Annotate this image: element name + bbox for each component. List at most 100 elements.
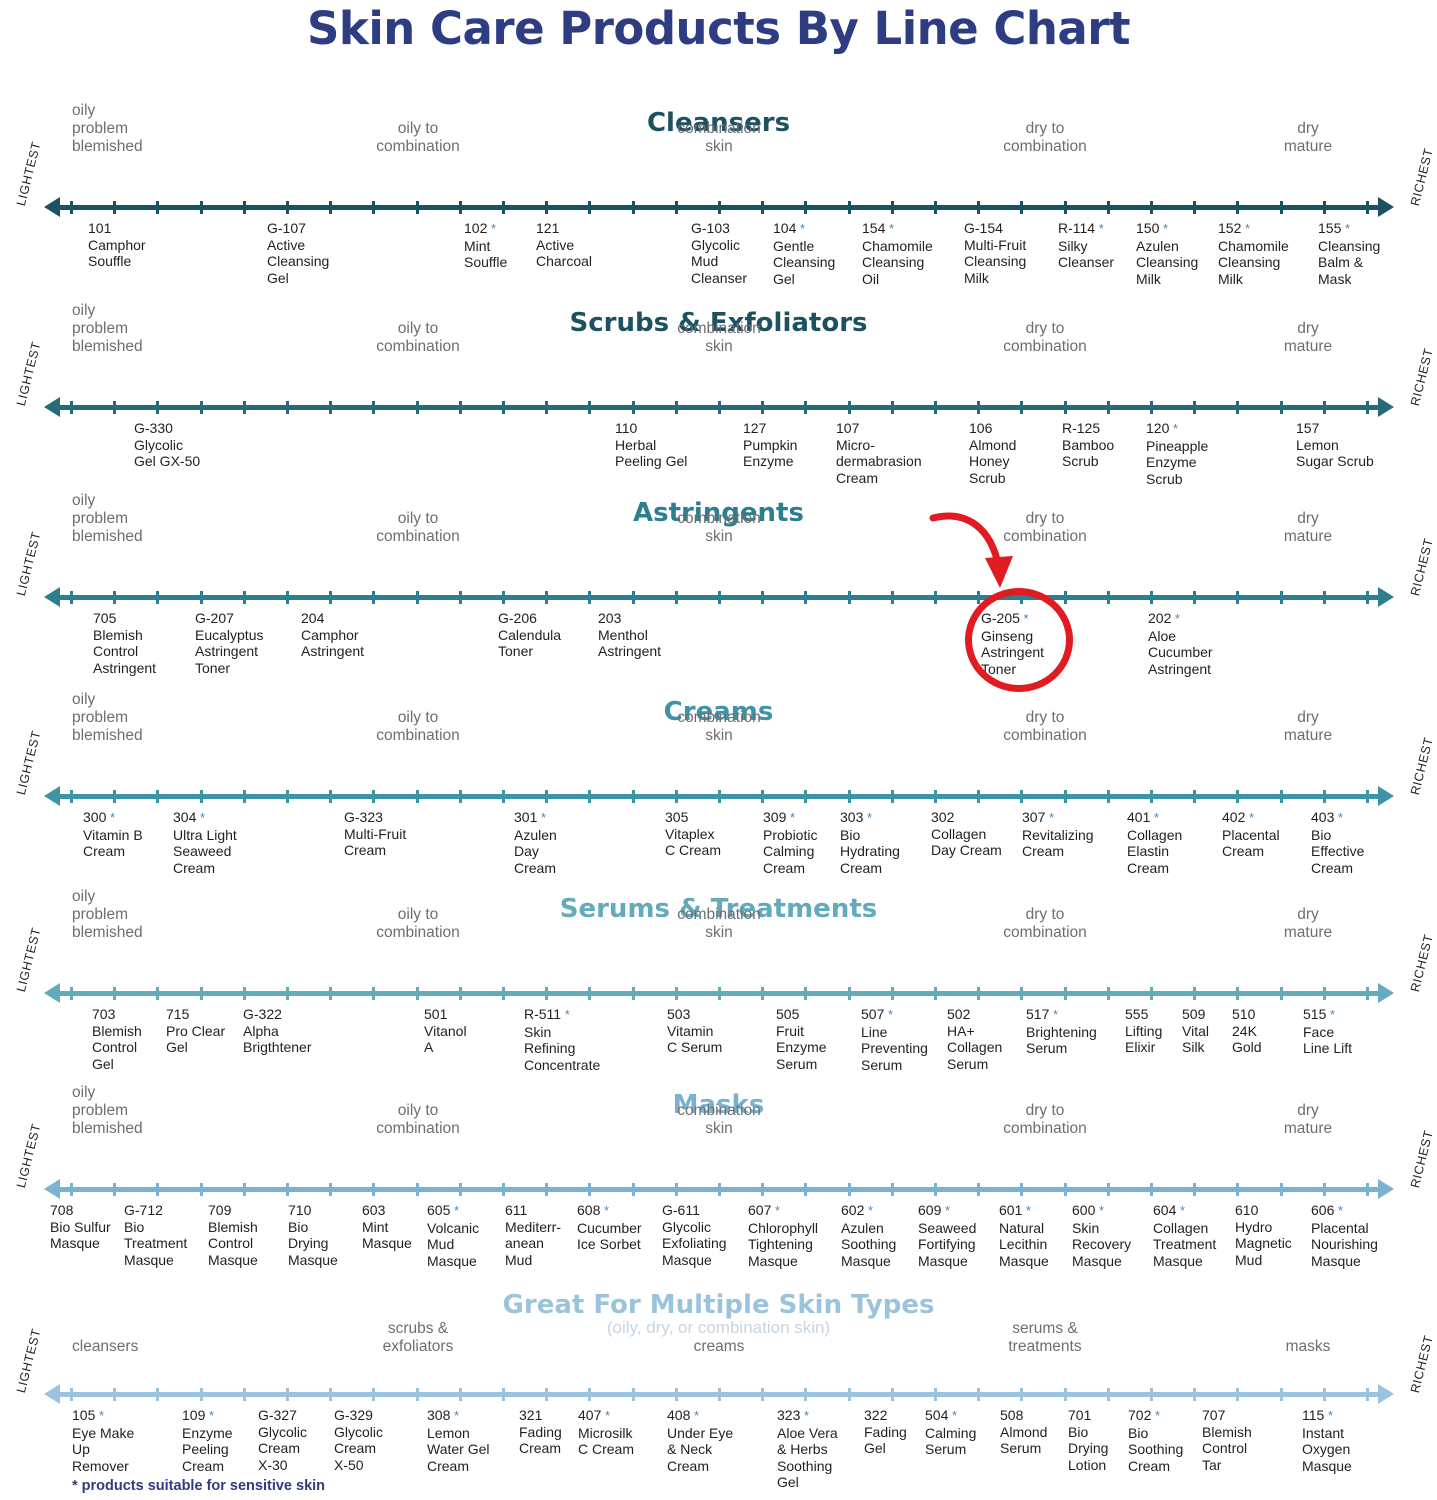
product-entry[interactable]: 301 * Azulen Day Cream	[514, 809, 557, 876]
product-entry[interactable]: 507 * Line Preventing Serum	[861, 1006, 928, 1073]
product-entry[interactable]: 115 * Instant Oxygen Masque	[1302, 1407, 1352, 1474]
product-entry[interactable]: 509 Vital Silk	[1182, 1006, 1209, 1056]
product-entry[interactable]: G-207 Eucalyptus Astringent Toner	[195, 610, 263, 676]
product-entry[interactable]: 307 * Revitalizing Cream	[1022, 809, 1094, 860]
product-name: Fading Gel	[864, 1423, 907, 1457]
product-entry[interactable]: 304 * Ultra Light Seaweed Cream	[173, 809, 237, 876]
product-entry[interactable]: 154 * Chamomile Cleansing Oil	[862, 220, 933, 287]
axis-arrow-right	[1378, 397, 1394, 417]
product-entry[interactable]: G-327 Glycolic Cream X-30	[258, 1407, 307, 1473]
product-entry[interactable]: 203 Menthol Astringent	[598, 610, 661, 660]
product-entry[interactable]: R-125 Bamboo Scrub	[1062, 420, 1114, 470]
axis-tick	[286, 1183, 289, 1196]
product-entry[interactable]: 508 Almond Serum	[1000, 1407, 1047, 1457]
axis-tick	[1366, 1183, 1369, 1196]
product-entry[interactable]: 105 * Eye Make Up Remover	[72, 1407, 134, 1474]
axis-tick	[1366, 591, 1369, 604]
product-entry[interactable]: 403 * Bio Effective Cream	[1311, 809, 1364, 876]
product-entry[interactable]: 600 * Skin Recovery Masque	[1072, 1202, 1131, 1269]
product-entry[interactable]: 150 * Azulen Cleansing Milk	[1136, 220, 1198, 287]
product-entry[interactable]: 601 * Natural Lecithin Masque	[999, 1202, 1049, 1269]
product-entry[interactable]: 157 Lemon Sugar Scrub	[1296, 420, 1374, 470]
product-entry[interactable]: 121 Active Charcoal	[536, 220, 592, 270]
product-entry[interactable]: 703 Blemish Control Gel	[92, 1006, 142, 1072]
product-entry[interactable]: G-206 Calendula Toner	[498, 610, 561, 660]
product-entry[interactable]: 308 * Lemon Water Gel Cream	[427, 1407, 490, 1474]
product-entry[interactable]: 407 * Microsilk C Cream	[578, 1407, 634, 1458]
product-entry[interactable]: G-154 Multi-Fruit Cleansing Milk	[964, 220, 1026, 286]
sensitive-skin-star-icon: *	[1334, 810, 1344, 825]
product-entry[interactable]: G-322 Alpha Brigthtener	[243, 1006, 311, 1056]
product-entry[interactable]: 110 Herbal Peeling Gel	[615, 420, 687, 470]
product-entry[interactable]: 510 24K Gold	[1232, 1006, 1262, 1056]
product-entry[interactable]: 302 Collagen Day Cream	[931, 809, 1002, 859]
product-entry[interactable]: 204 Camphor Astringent	[301, 610, 364, 660]
product-entry[interactable]: 101 Camphor Souffle	[88, 220, 146, 270]
product-entry[interactable]: G-107 Active Cleansing Gel	[267, 220, 329, 286]
product-entry[interactable]: 504 * Calming Serum	[925, 1407, 976, 1458]
product-entry[interactable]: 321 Fading Cream	[519, 1407, 562, 1457]
product-entry[interactable]: 401 * Collagen Elastin Cream	[1127, 809, 1182, 876]
product-entry[interactable]: 502 HA+ Collagen Serum	[947, 1006, 1002, 1072]
product-entry[interactable]: G-330 Glycolic Gel GX-50	[134, 420, 200, 470]
product-entry[interactable]: 155 * Cleansing Balm & Mask	[1318, 220, 1380, 287]
product-entry[interactable]: 604 * Collagen Treatment Masque	[1153, 1202, 1216, 1269]
product-entry[interactable]: 309 * Probiotic Calming Cream	[763, 809, 817, 876]
product-entry[interactable]: 102 * Mint Souffle	[464, 220, 507, 271]
product-entry[interactable]: 127 Pumpkin Enzyme	[743, 420, 797, 470]
product-entry[interactable]: 606 * Placental Nourishing Masque	[1311, 1202, 1378, 1269]
product-entry[interactable]: 710 Bio Drying Masque	[288, 1202, 338, 1268]
product-entry[interactable]: G-103 Glycolic Mud Cleanser	[691, 220, 747, 286]
product-entry[interactable]: G-323 Multi-Fruit Cream	[344, 809, 406, 859]
product-entry[interactable]: 715 Pro Clear Gel	[166, 1006, 225, 1056]
product-entry[interactable]: 109 * Enzyme Peeling Cream	[182, 1407, 233, 1474]
product-entry[interactable]: 503 Vitamin C Serum	[667, 1006, 722, 1056]
product-entry[interactable]: 603 Mint Masque	[362, 1202, 412, 1252]
product-entry[interactable]: 505 Fruit Enzyme Serum	[776, 1006, 827, 1072]
product-entry[interactable]: 322 Fading Gel	[864, 1407, 907, 1457]
product-entry[interactable]: 707 Blemish Control Tar	[1202, 1407, 1252, 1473]
product-entry[interactable]: 605 * Volcanic Mud Masque	[427, 1202, 479, 1269]
product-entry[interactable]: R-114 * Silky Cleanser	[1058, 220, 1114, 271]
product-entry[interactable]: 300 * Vitamin B Cream	[83, 809, 143, 860]
product-entry[interactable]: 120 * Pineapple Enzyme Scrub	[1146, 420, 1208, 487]
axis-tick	[329, 987, 333, 1000]
product-entry[interactable]: 104 * Gentle Cleansing Gel	[773, 220, 835, 287]
product-entry[interactable]: 202 * Aloe Cucumber Astringent	[1148, 610, 1213, 677]
product-entry[interactable]: 709 Blemish Control Masque	[208, 1202, 258, 1268]
product-entry[interactable]: G-611 Glycolic Exfoliating Masque	[662, 1202, 727, 1268]
product-entry[interactable]: 610 Hydro Magnetic Mud	[1235, 1202, 1292, 1268]
product-entry[interactable]: 607 * Chlorophyll Tightening Masque	[748, 1202, 818, 1269]
axis-tick	[890, 1388, 894, 1401]
product-entry[interactable]: 517 * Brightening Serum	[1026, 1006, 1097, 1057]
axis-tick	[156, 987, 160, 1000]
product-entry[interactable]: 555 Lifting Elixir	[1125, 1006, 1162, 1056]
product-entry[interactable]: 515 * Face Line Lift	[1303, 1006, 1352, 1057]
product-entry[interactable]: 705 Blemish Control Astringent	[93, 610, 156, 676]
product-code: 517	[1026, 1006, 1050, 1022]
product-entry[interactable]: 702 * Bio Soothing Cream	[1128, 1407, 1183, 1474]
product-entry[interactable]: 602 * Azulen Soothing Masque	[841, 1202, 896, 1269]
product-entry[interactable]: 402 * Placental Cream	[1222, 809, 1280, 860]
product-entry[interactable]: 609 * Seaweed Fortifying Masque	[918, 1202, 976, 1269]
product-entry[interactable]: 107 Micro- dermabrasion Cream	[836, 420, 922, 486]
axis-tick	[890, 401, 894, 414]
axis-tick	[1150, 591, 1153, 604]
product-entry[interactable]: 305 Vitaplex C Cream	[665, 809, 721, 859]
product-entry[interactable]: 408 * Under Eye & Neck Cream	[667, 1407, 733, 1474]
axis-tick	[588, 591, 592, 604]
product-entry[interactable]: G-329 Glycolic Cream X-50	[334, 1407, 383, 1473]
product-entry[interactable]: 303 * Bio Hydrating Cream	[840, 809, 900, 876]
product-entry[interactable]: 152 * Chamomile Cleansing Milk	[1218, 220, 1289, 287]
axis-tick	[1150, 201, 1153, 214]
product-entry[interactable]: 701 Bio Drying Lotion	[1068, 1407, 1108, 1473]
product-entry[interactable]: 708 Bio Sulfur Masque	[50, 1202, 111, 1252]
product-entry[interactable]: 608 * Cucumber Ice Sorbet	[577, 1202, 642, 1253]
product-entry[interactable]: 611 Mediterr- anean Mud	[505, 1202, 561, 1268]
product-entry[interactable]: R-511 * Skin Refining Concentrate	[524, 1006, 600, 1073]
axis-tick	[545, 591, 549, 604]
product-entry[interactable]: G-712 Bio Treatment Masque	[124, 1202, 187, 1268]
product-entry[interactable]: 106 Almond Honey Scrub	[969, 420, 1016, 486]
product-entry[interactable]: 501 Vitanol A	[424, 1006, 467, 1056]
product-entry[interactable]: 323 * Aloe Vera & Herbs Soothing Gel	[777, 1407, 838, 1491]
